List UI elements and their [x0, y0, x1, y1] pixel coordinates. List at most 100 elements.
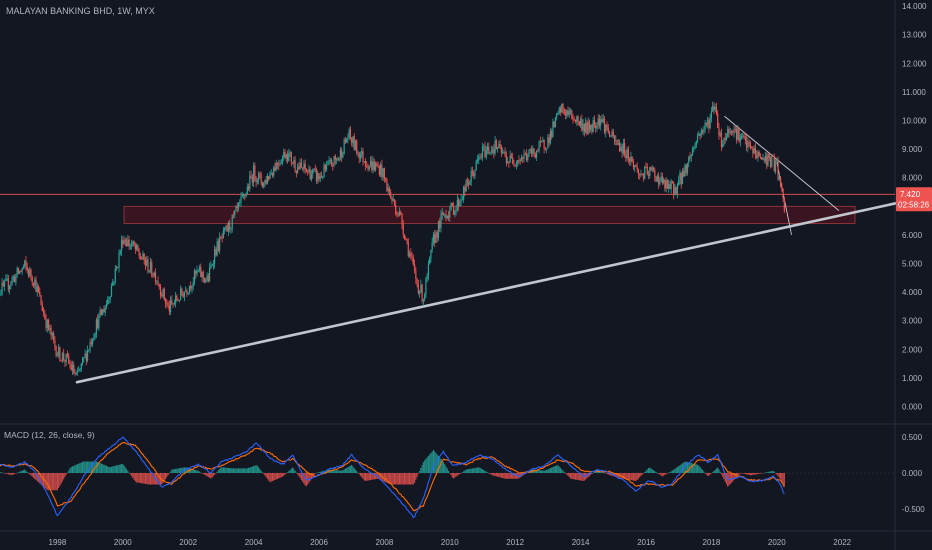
candle-body: [463, 186, 465, 200]
candle-body: [314, 169, 316, 170]
candle-body: [138, 250, 140, 256]
candle-body: [341, 149, 343, 158]
macd-histogram-bar: [248, 467, 250, 473]
macd-histogram-bar: [764, 472, 767, 474]
price-tick-label: 12.000: [902, 59, 927, 68]
macd-histogram-bar: [26, 471, 28, 473]
candle-body: [79, 369, 81, 371]
candle-body: [585, 122, 587, 132]
macd-histogram-bar: [225, 467, 227, 473]
macd-histogram: [0, 449, 785, 491]
macd-histogram-bar: [518, 473, 520, 479]
candle-body: [407, 241, 409, 256]
candle-body: [319, 176, 321, 180]
macd-histogram-bar: [2, 472, 4, 474]
macd-histogram-bar: [558, 466, 560, 473]
macd-histogram-bar: [434, 451, 436, 473]
candle-body: [514, 165, 516, 166]
macd-histogram-bar: [397, 473, 399, 485]
candle-body: [400, 211, 402, 214]
candle-body: [703, 129, 705, 132]
macd-histogram-bar: [36, 473, 38, 482]
candle-body: [349, 129, 352, 139]
candle-body: [530, 149, 533, 154]
macd-histogram-bar: [373, 473, 375, 480]
macd-histogram-bar: [617, 473, 619, 478]
macd-histogram-bar: [417, 473, 419, 474]
macd-histogram-bar: [250, 466, 252, 473]
macd-histogram-bar: [474, 467, 476, 473]
descending-trendline[interactable]: [724, 115, 840, 211]
macd-histogram-bar: [255, 465, 257, 473]
candle-body: [655, 177, 657, 182]
macd-histogram-bar: [539, 470, 541, 473]
candle-body: [396, 213, 398, 215]
macd-histogram-bar: [48, 473, 50, 491]
macd-histogram-bar: [600, 471, 602, 473]
candle-body: [617, 143, 619, 145]
macd-histogram-bar: [107, 466, 109, 473]
macd-histogram-bar: [766, 472, 768, 473]
macd-histogram-bar: [303, 473, 305, 484]
macd-histogram-bar: [166, 473, 168, 478]
macd-histogram-bar: [537, 470, 539, 473]
candle-body: [459, 201, 461, 207]
macd-histogram-bar: [654, 471, 656, 473]
price-tick-label: 4.000: [902, 288, 923, 297]
macd-histogram-bar: [538, 470, 540, 473]
candle-body: [51, 333, 53, 336]
candle-body: [2, 282, 4, 287]
candle-body: [168, 305, 170, 312]
candle-body: [124, 240, 126, 243]
candle-body: [758, 151, 760, 156]
support-zone[interactable]: [123, 205, 856, 224]
candle-body: [698, 133, 700, 137]
candle-body: [504, 152, 506, 156]
macd-histogram-bar: [580, 473, 582, 481]
candle-body: [639, 173, 641, 176]
macd-histogram-bar: [681, 463, 684, 473]
candle-body: [577, 116, 579, 122]
candle-body: [777, 159, 779, 180]
candle-body: [359, 155, 362, 159]
macd-histogram-bar: [752, 473, 754, 475]
macd-histogram-bar: [333, 470, 335, 473]
macd-histogram-bar: [502, 473, 504, 479]
candle-body: [364, 161, 367, 167]
candle-body: [256, 180, 258, 183]
candle-body: [234, 211, 236, 216]
macd-histogram-bar: [239, 468, 241, 473]
macd-histogram-bar: [427, 455, 429, 473]
candle-body: [491, 149, 494, 151]
candle-body: [149, 262, 152, 271]
candle-body: [318, 173, 320, 180]
macd-tick-label: 0.000: [902, 469, 923, 478]
price-badge[interactable]: [896, 187, 932, 212]
macd-histogram-bar: [31, 473, 33, 477]
candle-body: [74, 373, 76, 375]
candle-body: [509, 155, 511, 163]
candle-body: [293, 160, 295, 164]
macd-histogram-bar: [704, 472, 706, 474]
candle-body: [310, 174, 313, 180]
candle-body: [9, 285, 11, 290]
candle-body: [163, 288, 165, 300]
macd-histogram-bar: [490, 473, 492, 475]
macd-histogram-bar: [534, 469, 536, 473]
macd-histogram-bar: [177, 468, 179, 473]
macd-histogram-bar: [115, 465, 118, 473]
candle-body: [644, 166, 646, 179]
candle-body: [625, 154, 627, 159]
macd-histogram-bar: [55, 473, 57, 491]
macd-histogram-bar: [205, 473, 207, 476]
candle-body: [333, 156, 335, 166]
candle-body: [424, 295, 426, 300]
macd-histogram-bar: [432, 449, 434, 473]
rising-trendline[interactable]: [75, 202, 897, 384]
macd-histogram-bar: [207, 473, 209, 478]
candle-body: [449, 210, 451, 218]
macd-histogram-bar: [74, 465, 76, 473]
candle-body: [128, 239, 130, 246]
candle-body: [235, 206, 237, 212]
